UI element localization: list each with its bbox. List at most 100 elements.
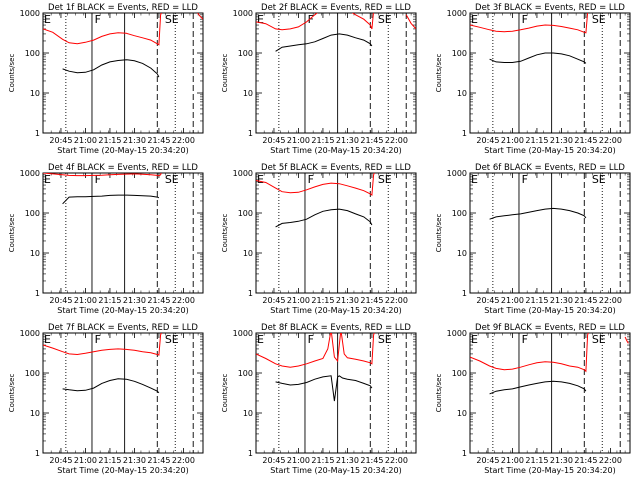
y-tick-label: 10: [243, 409, 253, 418]
y-axis-label: Counts/sec: [221, 214, 229, 253]
series-line-red: [470, 13, 589, 34]
y-tick-label: 10: [457, 89, 467, 98]
series-line-red: [405, 14, 416, 30]
y-axis-label: Counts/sec: [8, 374, 16, 413]
y-axis-label: Counts/sec: [435, 214, 443, 253]
x-tick-label: 20:45: [476, 136, 499, 145]
plot-frame: [255, 172, 417, 294]
chart-title: Det 8f BLACK = Events, RED = LLD: [261, 323, 411, 333]
y-tick-label: 100: [25, 49, 40, 58]
series-group: [256, 13, 416, 52]
chart-title: Det 7f BLACK = Events, RED = LLD: [48, 323, 198, 333]
x-tick-label: 21:45: [574, 136, 597, 145]
x-tick-label: 21:30: [550, 456, 573, 465]
plot-frame: [42, 12, 204, 134]
y-tick-label: 1: [35, 129, 40, 138]
series-line-black: [489, 52, 587, 64]
chart-title: Det 5f BLACK = Events, RED = LLD: [261, 163, 411, 173]
series-line-black: [275, 375, 373, 402]
x-tick-label: 20:45: [262, 456, 285, 465]
x-tick-label: 22:00: [599, 456, 622, 465]
marker-label: E: [44, 13, 51, 26]
x-axis-label: Start Time (20-May-15 20:34:20): [270, 306, 401, 315]
y-tick-label: 1000: [20, 329, 40, 338]
x-tick-label: 21:45: [574, 456, 597, 465]
x-tick-label: 21:45: [574, 296, 597, 305]
x-tick-label: 21:15: [98, 136, 121, 145]
y-tick-label: 10: [30, 89, 40, 98]
marker-label: F: [308, 333, 314, 346]
y-tick-label: 10: [457, 409, 467, 418]
series-line-black: [489, 380, 587, 395]
x-tick-label: 21:15: [311, 456, 334, 465]
x-tick-label: 21:00: [501, 136, 524, 145]
marker-label: SE: [378, 13, 392, 26]
marker-label: SE: [165, 13, 179, 26]
x-axis-label: Start Time (20-May-15 20:34:20): [57, 306, 188, 315]
series-line-red: [43, 173, 162, 177]
y-tick-label: 100: [25, 369, 40, 378]
marker-label: F: [308, 173, 314, 186]
series-line-black: [62, 59, 160, 78]
y-tick-label: 1: [248, 449, 253, 458]
x-axis-label: Start Time (20-May-15 20:34:20): [270, 146, 401, 155]
marker-label: F: [95, 333, 101, 346]
y-tick-label: 1000: [447, 9, 467, 18]
series-group: [256, 333, 375, 402]
series-line-red: [256, 13, 374, 31]
y-tick-label: 1: [462, 449, 467, 458]
chart-panel: Det 4f BLACK = Events, RED = LLD 1 10 100 10…: [8, 163, 204, 315]
plot-frame: [255, 332, 417, 454]
series-group: [470, 13, 589, 64]
y-tick-label: 1000: [20, 9, 40, 18]
marker-label: E: [471, 173, 478, 186]
series-line-black: [489, 207, 587, 220]
x-tick-label: 21:30: [336, 136, 359, 145]
x-tick-label: 21:45: [147, 136, 170, 145]
y-tick-label: 10: [457, 249, 467, 258]
marker-label: E: [44, 333, 51, 346]
chart-title: Det 1f BLACK = Events, RED = LLD: [48, 3, 198, 13]
marker-label: SE: [592, 333, 606, 346]
x-tick-label: 21:00: [501, 456, 524, 465]
x-tick-label: 21:15: [98, 296, 121, 305]
marker-label: F: [95, 13, 101, 26]
y-axis-label: Counts/sec: [221, 374, 229, 413]
x-tick-label: 22:00: [599, 136, 622, 145]
x-tick-label: 21:45: [147, 296, 170, 305]
x-tick-label: 22:00: [385, 456, 408, 465]
chart-panel: Det 3f BLACK = Events, RED = LLD 1 10 100 10…: [435, 3, 631, 155]
plot-frame: [469, 332, 631, 454]
x-tick-label: 22:00: [599, 296, 622, 305]
plot-frame: [42, 332, 204, 454]
marker-label: SE: [592, 13, 606, 26]
x-tick-label: 21:15: [525, 136, 548, 145]
x-tick-label: 21:15: [525, 456, 548, 465]
x-axis-label: Start Time (20-May-15 20:34:20): [57, 466, 188, 475]
y-axis-label: Counts/sec: [8, 214, 16, 253]
y-tick-label: 1: [462, 289, 467, 298]
x-tick-label: 21:30: [550, 136, 573, 145]
x-tick-label: 20:45: [262, 136, 285, 145]
x-tick-label: 21:00: [287, 296, 310, 305]
chart-title: Det 9f BLACK = Events, RED = LLD: [475, 323, 625, 333]
marker-label: E: [44, 173, 51, 186]
x-tick-label: 21:00: [74, 296, 97, 305]
marker-label: F: [95, 173, 101, 186]
x-tick-label: 21:30: [336, 296, 359, 305]
series-group: [489, 207, 587, 220]
x-tick-label: 20:45: [262, 296, 285, 305]
marker-label: E: [471, 333, 478, 346]
marker-label: SE: [378, 333, 392, 346]
x-tick-label: 21:45: [360, 136, 383, 145]
x-tick-label: 21:30: [123, 296, 146, 305]
marker-label: F: [308, 13, 314, 26]
plot-frame: [42, 172, 204, 294]
x-tick-label: 22:00: [172, 296, 195, 305]
x-tick-label: 21:00: [287, 136, 310, 145]
chart-panel: Det 6f BLACK = Events, RED = LLD 1 10 100 10…: [435, 163, 631, 315]
marker-label: SE: [165, 333, 179, 346]
series-line-red: [470, 333, 589, 373]
y-tick-label: 1000: [233, 169, 253, 178]
y-tick-label: 1: [35, 449, 40, 458]
